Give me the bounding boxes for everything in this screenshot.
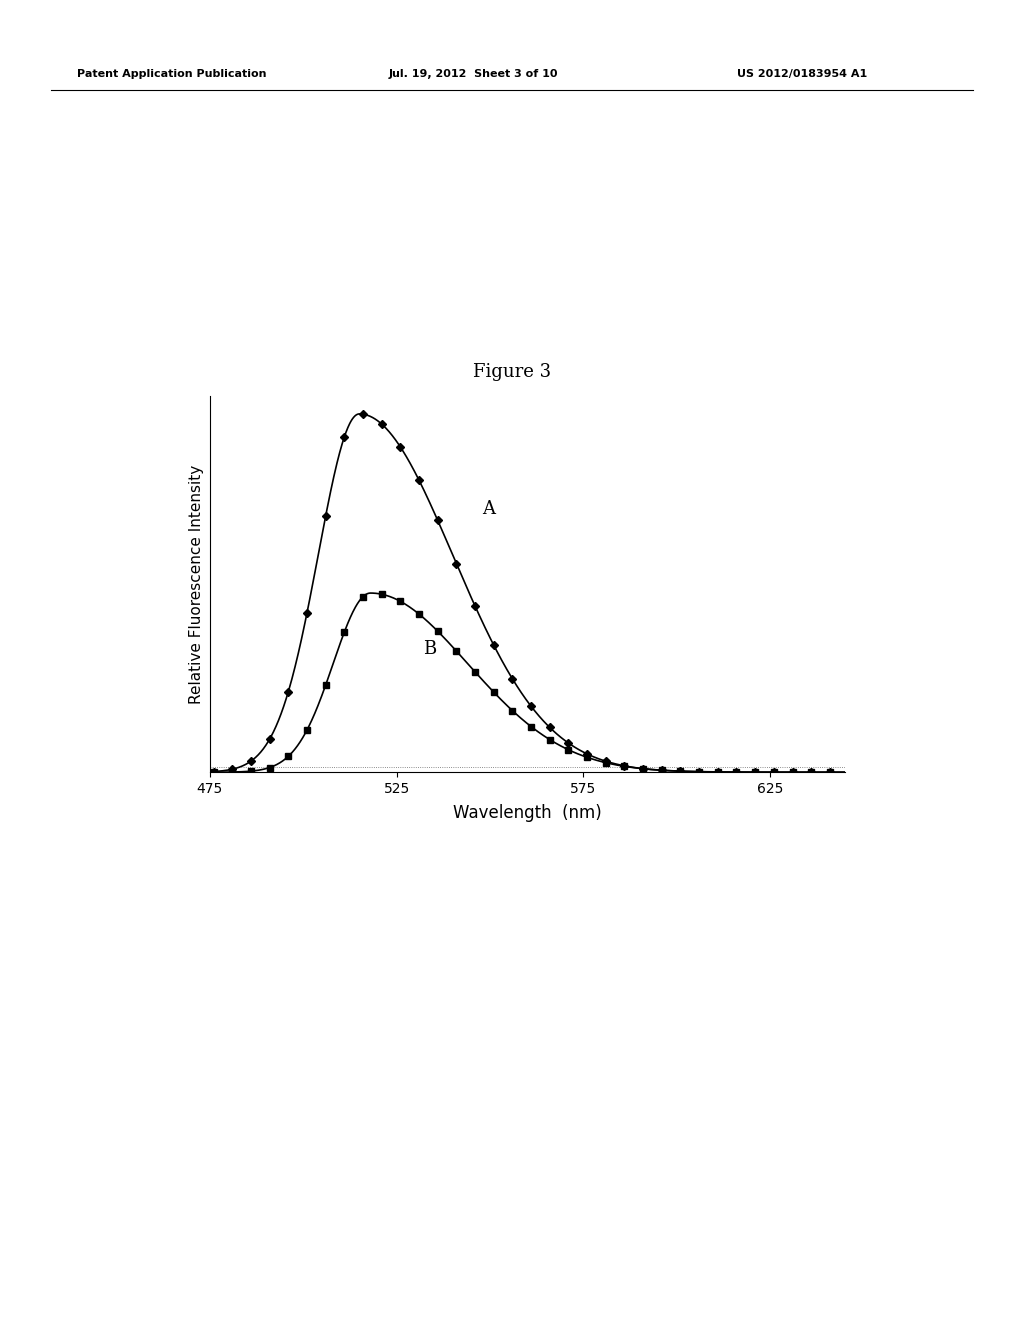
Text: Figure 3: Figure 3 xyxy=(473,363,551,381)
Y-axis label: Relative Fluorescence Intensity: Relative Fluorescence Intensity xyxy=(189,465,205,704)
Text: Jul. 19, 2012  Sheet 3 of 10: Jul. 19, 2012 Sheet 3 of 10 xyxy=(389,69,559,79)
X-axis label: Wavelength  (nm): Wavelength (nm) xyxy=(453,804,602,822)
Text: US 2012/0183954 A1: US 2012/0183954 A1 xyxy=(737,69,867,79)
Text: Patent Application Publication: Patent Application Publication xyxy=(77,69,266,79)
Text: A: A xyxy=(482,500,496,519)
Text: B: B xyxy=(423,640,436,657)
